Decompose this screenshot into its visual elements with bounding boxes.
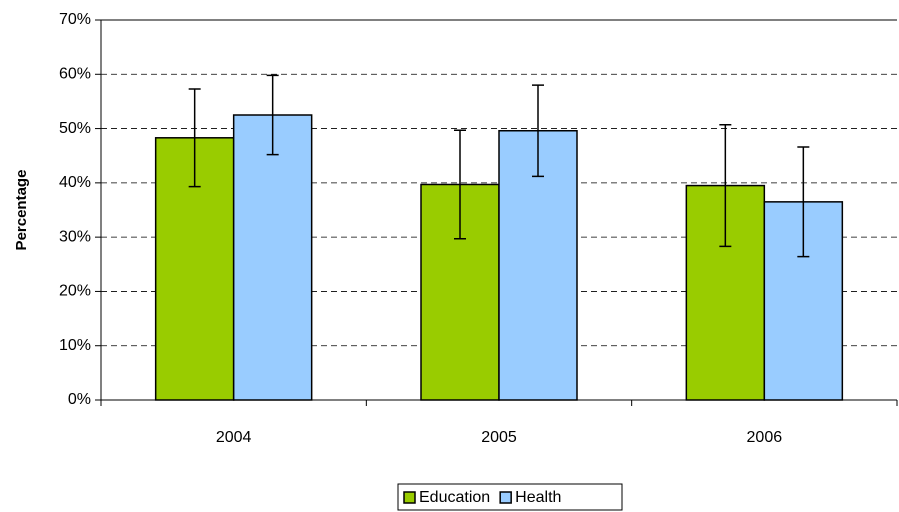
x-tick-label: 2005 [481, 429, 517, 446]
legend-label: Health [515, 489, 561, 506]
legend-swatch [499, 491, 512, 504]
error-bar [188, 88, 201, 188]
x-tick-label: 2006 [747, 429, 783, 446]
error-bar [266, 74, 279, 156]
error-bar [454, 129, 466, 240]
bar [232, 114, 313, 401]
legend-swatch [403, 491, 416, 504]
y-axis-label: Percentage [13, 170, 30, 251]
y-tick-label: 40% [59, 174, 91, 191]
error-bar [719, 124, 732, 248]
y-tick-label: 30% [59, 228, 91, 245]
error-bar [797, 146, 810, 258]
bar [498, 129, 578, 401]
y-tick-label: 20% [59, 283, 91, 300]
legend-label: Education [419, 489, 490, 506]
y-tick-label: 60% [59, 66, 91, 83]
y-tick-label: 50% [59, 120, 91, 137]
error-bar [532, 84, 544, 178]
y-tick-label: 0% [68, 391, 91, 408]
y-tick-label: 10% [59, 337, 91, 354]
y-tick-label: 70% [59, 11, 91, 28]
x-tick-label: 2004 [216, 429, 252, 446]
